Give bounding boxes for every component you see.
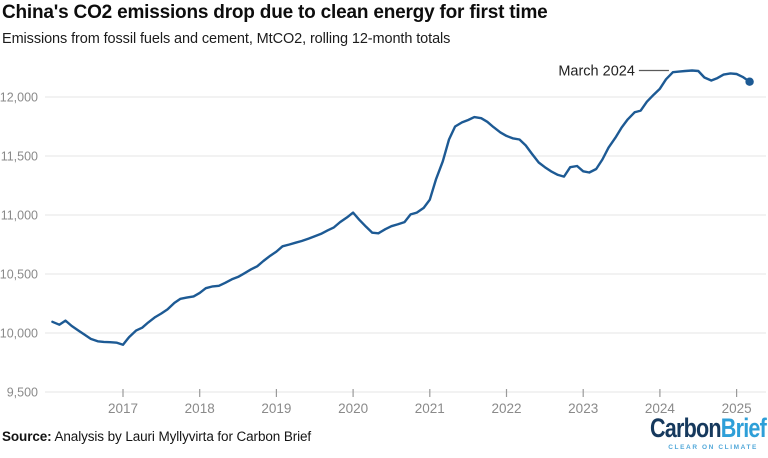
y-axis-label: 10,500	[0, 268, 38, 282]
y-axis-label: 12,000	[0, 91, 38, 105]
y-axis-label: 11,500	[1, 150, 38, 164]
chart-title: China's CO2 emissions drop due to clean …	[2, 2, 548, 23]
logo-tagline: CLEAR ON CLIMATE	[668, 444, 758, 451]
end-point-dot	[745, 77, 754, 86]
emissions-line	[51, 69, 751, 346]
x-axis-label: 2023	[568, 401, 598, 416]
carbonbrief-logo[interactable]: CarbonBrief CLEAR ON CLIMATE	[621, 413, 767, 452]
logo-brief: Brief	[720, 413, 767, 443]
logo-carbon: Carbon	[649, 413, 722, 443]
y-axis-label: 10,000	[0, 327, 38, 341]
y-axis-label: 9,500	[7, 386, 38, 400]
x-axis-label: 2017	[108, 401, 138, 416]
annotation-label: March 2024	[558, 64, 635, 80]
x-axis-label: 2024	[645, 401, 676, 416]
y-axis-label: 11,000	[1, 209, 38, 223]
source-note: Source: Analysis by Lauri Myllyvirta for…	[2, 429, 311, 444]
x-axis-label: 2019	[261, 401, 291, 416]
x-axis-label: 2020	[338, 401, 368, 416]
x-axis-label: 2021	[415, 401, 445, 416]
x-axis-label: 2025	[722, 401, 752, 416]
x-axis-label: 2022	[491, 401, 521, 416]
carbonbrief-wordmark: CarbonBrief	[649, 413, 767, 443]
x-axis-label: 2018	[185, 401, 215, 416]
chart-subtitle: Emissions from fossil fuels and cement, …	[2, 31, 451, 47]
source-label: Source:	[2, 429, 52, 444]
source-text: Analysis by Lauri Myllyvirta for Carbon …	[51, 429, 312, 444]
